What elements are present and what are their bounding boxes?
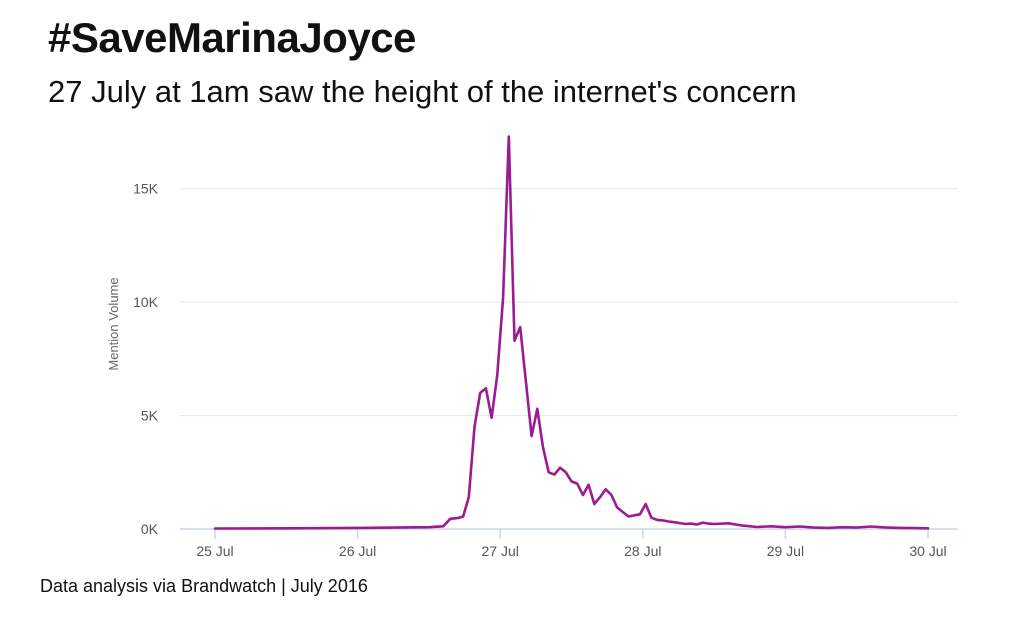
x-tick-label: 25 Jul <box>196 543 233 559</box>
gridlines <box>180 188 958 417</box>
axes: 0K 5K 10K 15K 25 Jul 26 Jul 27 Jul 28 Jul 29 Jul… <box>133 181 958 559</box>
chart-subtitle: 27 July at 1am saw the height of the int… <box>48 74 797 109</box>
series-layer <box>213 135 930 530</box>
y-tick-label: 0K <box>141 521 159 537</box>
y-tick-label: 10K <box>133 294 159 310</box>
y-tick-label: 15K <box>133 181 159 197</box>
x-tick-label: 27 Jul <box>482 543 519 559</box>
x-tick-label: 28 Jul <box>624 543 661 559</box>
chart-title: #SaveMarinaJoyce <box>48 14 416 61</box>
x-tick-label: 26 Jul <box>339 543 376 559</box>
y-axis-title: Mention Volume <box>106 277 121 370</box>
x-tick-label: 30 Jul <box>909 543 946 559</box>
y-tick-label: 5K <box>141 408 159 424</box>
x-tick-label: 29 Jul <box>767 543 804 559</box>
source-note: Data analysis via Brandwatch | July 2016 <box>40 576 368 596</box>
line-chart: 0K 5K 10K 15K 25 Jul 26 Jul 27 Jul 28 Jul 29 Jul… <box>106 135 958 559</box>
series-line <box>213 135 930 530</box>
